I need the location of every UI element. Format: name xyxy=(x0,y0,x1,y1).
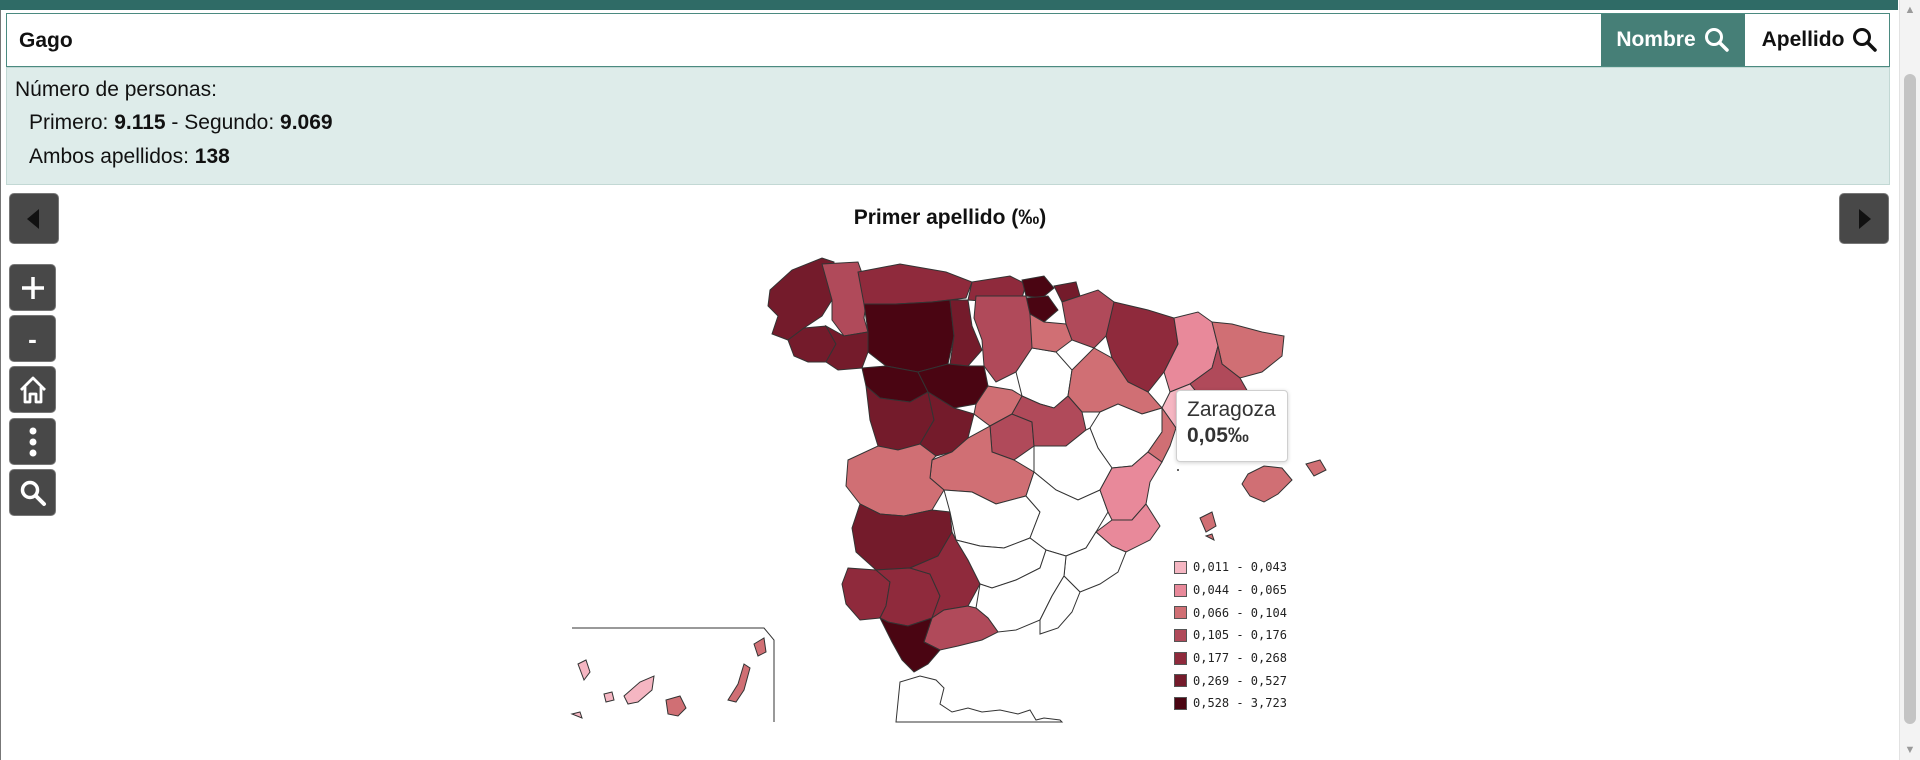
legend-label: 0,066 - 0,104 xyxy=(1193,605,1287,620)
province-illes-balears-mallorca[interactable] xyxy=(1241,465,1293,503)
tooltip-province-name: Zaragoza xyxy=(1187,398,1276,421)
legend-swatch xyxy=(1174,606,1187,620)
search-icon xyxy=(1704,28,1729,52)
legend-item[interactable]: 0,269 - 0,527 xyxy=(1174,669,1287,692)
previous-map-button[interactable] xyxy=(9,193,59,244)
province-cadiz[interactable] xyxy=(878,616,941,673)
legend-item[interactable]: 0,066 - 0,104 xyxy=(1174,601,1287,624)
province-zaragoza[interactable] xyxy=(1067,347,1163,415)
search-icon xyxy=(20,480,46,506)
segundo-value: 9.069 xyxy=(280,111,333,134)
legend-swatch xyxy=(1174,628,1187,642)
minus-icon: - xyxy=(28,323,37,354)
arrow-right-icon xyxy=(1859,208,1871,229)
province-illes-balears-formentera[interactable] xyxy=(1204,533,1215,541)
tooltip-anchor xyxy=(1177,469,1179,471)
scroll-up-icon[interactable]: ▲ xyxy=(1904,4,1916,16)
province-valencia[interactable] xyxy=(1099,451,1163,521)
province-las-palmas-gran-canaria[interactable] xyxy=(665,695,687,717)
province-santa-cruz-gomera[interactable] xyxy=(603,691,615,703)
legend-item[interactable]: 0,177 - 0,268 xyxy=(1174,647,1287,670)
province-bizkaia[interactable] xyxy=(1021,275,1055,299)
province-las-palmas-fuerteventura[interactable] xyxy=(727,663,751,703)
province-santa-cruz-hierro[interactable] xyxy=(570,711,583,719)
search-by-name-button[interactable]: Nombre xyxy=(1601,14,1745,66)
legend-label: 0,044 - 0,065 xyxy=(1193,583,1287,598)
legend-swatch xyxy=(1174,560,1187,574)
province-leon[interactable] xyxy=(863,299,955,373)
segundo-label: - Segundo: xyxy=(165,111,281,134)
legend-item[interactable]: 0,011 - 0,043 xyxy=(1174,556,1287,579)
legend-label: 0,177 - 0,268 xyxy=(1193,651,1287,666)
province-a-coruna[interactable] xyxy=(767,257,835,341)
province-santa-cruz-la-palma[interactable] xyxy=(577,659,591,682)
map-title: Primer apellido (‰) xyxy=(853,206,1047,229)
person-count-panel: Número de personas: Primero: 9.115 - Seg… xyxy=(6,67,1890,185)
map-tooltip: Zaragoza 0,05‰ xyxy=(1176,390,1288,462)
arrow-left-icon xyxy=(27,208,39,229)
canary-inset-frame xyxy=(572,627,775,722)
scroll-down-icon[interactable]: ▼ xyxy=(1904,744,1916,756)
search-icon xyxy=(1853,28,1878,52)
legend-label: 0,528 - 3,723 xyxy=(1193,696,1287,711)
frame-border xyxy=(0,10,1,760)
legend-swatch xyxy=(1174,651,1187,665)
map-search-button[interactable] xyxy=(9,469,56,516)
province-illes-balears-menorca[interactable] xyxy=(1305,459,1327,477)
count-heading: Número de personas: xyxy=(15,78,217,101)
more-options-button[interactable] xyxy=(9,418,56,465)
zoom-out-button[interactable]: - xyxy=(9,315,56,362)
scroll-thumb[interactable] xyxy=(1904,74,1916,724)
legend-item[interactable]: 0,528 - 3,723 xyxy=(1174,692,1287,715)
ambos-label: Ambos apellidos: xyxy=(29,145,195,168)
vertical-dots-icon xyxy=(29,427,36,456)
home-icon xyxy=(19,376,46,403)
province-palencia[interactable] xyxy=(949,299,983,367)
next-map-button[interactable] xyxy=(1839,193,1889,244)
tooltip-value: 0,05‰ xyxy=(1187,424,1249,447)
primero-label: Primero: xyxy=(29,111,115,134)
plus-icon xyxy=(21,276,44,299)
legend-label: 0,011 - 0,043 xyxy=(1193,560,1287,575)
province-almeria[interactable] xyxy=(1039,575,1081,635)
legend-item[interactable]: 0,105 - 0,176 xyxy=(1174,624,1287,647)
legend-item[interactable]: 0,044 - 0,065 xyxy=(1174,579,1287,602)
province-las-palmas-lanzarote[interactable] xyxy=(753,637,767,657)
legend-swatch xyxy=(1174,674,1187,688)
legend-swatch xyxy=(1174,696,1187,710)
search-by-surname-button[interactable]: Apellido xyxy=(1751,14,1889,66)
province-santa-cruz-tenerife[interactable] xyxy=(623,675,655,705)
surname-search-input[interactable] xyxy=(17,20,1601,62)
province-asturias[interactable] xyxy=(857,263,973,305)
legend-swatch xyxy=(1174,583,1187,597)
apellido-button-label: Apellido xyxy=(1761,28,1845,51)
ambos-value: 138 xyxy=(194,145,230,168)
search-bar: Nombre Apellido xyxy=(6,13,1890,67)
nombre-button-label: Nombre xyxy=(1616,28,1696,51)
legend-label: 0,105 - 0,176 xyxy=(1193,628,1287,643)
zoom-in-button[interactable] xyxy=(9,264,56,311)
top-accent-bar xyxy=(0,0,1898,10)
first-second-counts: Primero: 9.115 - Segundo: 9.069 xyxy=(29,111,333,135)
both-surnames-count: Ambos apellidos: 138 xyxy=(29,145,230,169)
vertical-scrollbar[interactable]: ▲ ▼ xyxy=(1899,0,1920,760)
province-illes-balears-ibiza[interactable] xyxy=(1199,511,1217,533)
province-cordoba[interactable] xyxy=(908,530,981,620)
home-view-button[interactable] xyxy=(9,366,56,413)
primero-value: 9.115 xyxy=(114,111,166,134)
north-africa-inset-frame xyxy=(895,675,1064,723)
map-legend: 0,011 - 0,043 0,044 - 0,065 0,066 - 0,104 0… xyxy=(1174,556,1287,715)
legend-label: 0,269 - 0,527 xyxy=(1193,673,1287,688)
province-huesca[interactable] xyxy=(1105,301,1179,393)
